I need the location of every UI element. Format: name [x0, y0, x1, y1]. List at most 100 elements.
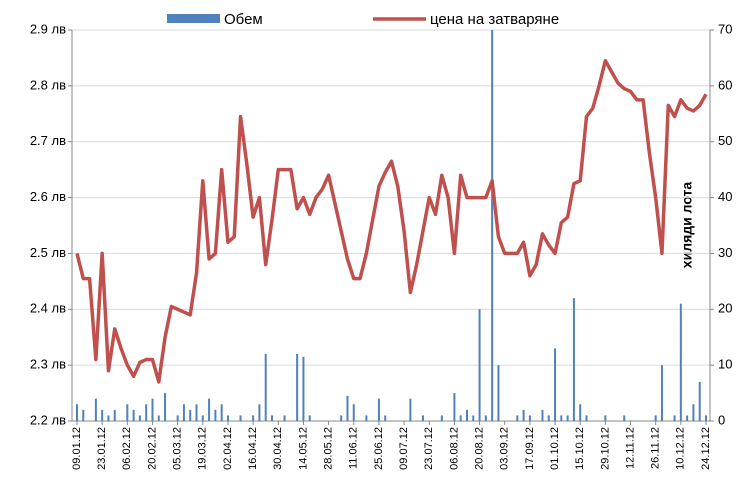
- x-tick-label: 09.07.12: [398, 427, 410, 470]
- bar: [176, 415, 179, 421]
- x-tick-label: 02.04.12: [222, 427, 234, 470]
- x-tick-label: 10.12.12: [675, 427, 687, 470]
- bar: [673, 415, 676, 421]
- bar: [421, 415, 424, 421]
- bar: [113, 409, 116, 421]
- bar: [296, 353, 299, 421]
- bar: [270, 415, 273, 421]
- y-tick-label: 2.7 лв: [30, 133, 66, 148]
- y2-tick-label: 50: [718, 133, 732, 148]
- bar: [264, 353, 267, 421]
- bar: [472, 415, 475, 421]
- bar: [145, 404, 148, 421]
- bar: [465, 409, 468, 421]
- x-tick-label: 19.03.12: [197, 427, 209, 470]
- bar: [660, 365, 663, 421]
- bar: [101, 409, 104, 421]
- y-tick-label: 2.8 лв: [30, 77, 66, 92]
- bar: [409, 398, 412, 421]
- x-tick-label: 09.01.12: [71, 427, 83, 470]
- x-tick-label: 05.03.12: [172, 427, 184, 470]
- bar: [497, 365, 500, 421]
- bar: [189, 409, 192, 421]
- y-tick-label: 2.5 лв: [30, 245, 66, 260]
- bar: [491, 30, 494, 421]
- y2-tick-label: 10: [718, 357, 732, 372]
- bar: [352, 404, 355, 421]
- bar: [340, 415, 343, 421]
- bar: [258, 404, 261, 421]
- bar: [554, 348, 557, 421]
- bar: [585, 415, 588, 421]
- bar: [302, 356, 305, 421]
- bar: [138, 415, 141, 421]
- bar: [478, 309, 481, 421]
- x-tick-label: 15.10.12: [574, 427, 586, 470]
- bar: [151, 398, 154, 421]
- x-tick-label: 23.07.12: [423, 427, 435, 470]
- x-tick-label: 24.12.12: [700, 427, 712, 470]
- bar: [308, 415, 311, 421]
- bar: [459, 415, 462, 421]
- bar: [623, 415, 626, 421]
- bar: [126, 404, 129, 421]
- bar: [76, 404, 78, 421]
- bar: [566, 415, 569, 421]
- y2-tick-label: 0: [718, 412, 725, 427]
- bar: [201, 415, 204, 421]
- bar: [516, 415, 519, 421]
- bar: [579, 404, 582, 421]
- x-tick-label: 29.10.12: [599, 427, 611, 470]
- y-tick-label: 2.3 лв: [30, 357, 66, 372]
- x-tick-label: 12.11.12: [624, 427, 636, 469]
- price-line: [75, 58, 708, 384]
- bar: [560, 415, 563, 421]
- bar: [182, 404, 185, 421]
- x-tick-label: 25.06.12: [373, 427, 385, 470]
- bar: [522, 409, 525, 421]
- x-tick-label: 01.10.12: [549, 427, 561, 470]
- bar: [705, 415, 707, 421]
- y2-tick-label: 20: [718, 301, 732, 316]
- bar: [686, 415, 689, 421]
- x-tick-label: 20.08.12: [473, 427, 485, 470]
- bar: [528, 415, 531, 421]
- x-tick-label: 03.09.12: [499, 427, 511, 470]
- bar: [453, 393, 456, 421]
- bar: [220, 404, 223, 421]
- x-tick-label: 14.05.12: [297, 427, 309, 470]
- bar: [692, 404, 695, 421]
- bar: [346, 395, 349, 421]
- y2-axis-label: хиляди лота: [679, 182, 695, 269]
- legend-label: цена на затваряне: [430, 11, 559, 28]
- bar: [365, 415, 368, 421]
- x-tick-label: 20.02.12: [146, 427, 158, 470]
- y-tick-label: 2.4 лв: [30, 301, 66, 316]
- x-tick-label: 26.11.12: [650, 427, 662, 469]
- bar: [440, 415, 443, 421]
- y-tick-label: 2.2 лв: [30, 412, 66, 427]
- bar: [107, 415, 110, 421]
- x-tick-label: 28.05.12: [323, 427, 335, 470]
- bar: [132, 409, 135, 421]
- bar: [208, 398, 211, 421]
- bar: [252, 415, 255, 421]
- bar: [384, 415, 387, 421]
- bar: [82, 409, 85, 421]
- x-tick-label: 11.06.12: [348, 427, 360, 469]
- bar: [698, 381, 701, 421]
- y2-tick-label: 40: [718, 189, 732, 204]
- y2-tick-label: 70: [718, 21, 732, 36]
- legend-label: Обем: [224, 11, 263, 28]
- bar: [679, 303, 682, 421]
- y-tick-label: 2.6 лв: [30, 189, 66, 204]
- legend-swatch: [167, 14, 220, 23]
- x-tick-label: 16.04.12: [247, 427, 259, 470]
- bar: [195, 404, 198, 421]
- bar: [226, 415, 229, 421]
- bar: [547, 415, 550, 421]
- y2-tick-label: 30: [718, 245, 732, 260]
- x-tick-label: 17.09.12: [524, 427, 536, 470]
- x-tick-label: 23.01.12: [96, 427, 108, 470]
